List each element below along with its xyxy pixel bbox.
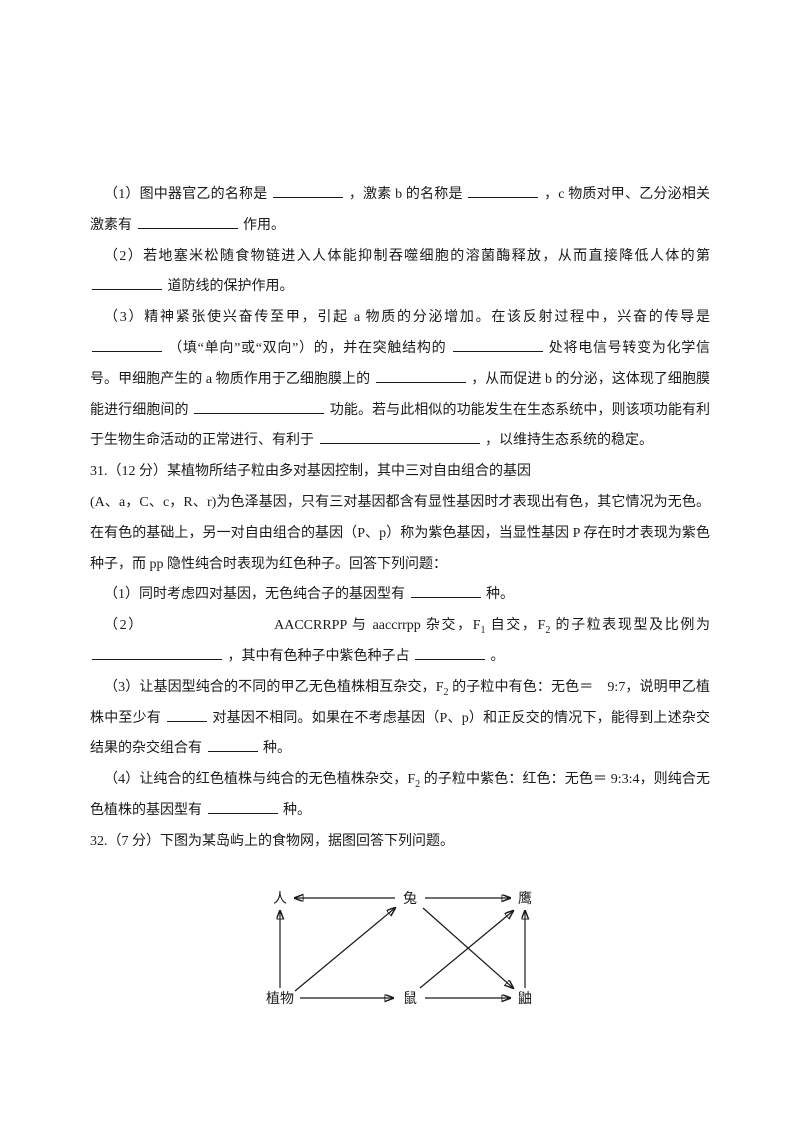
text: 种。 (263, 741, 291, 756)
text: 的子粒表现型及比例为 (555, 618, 710, 633)
node-person: 人 (273, 891, 287, 907)
sub-2b: 2 (444, 687, 449, 698)
q30-3: （3）精神紧张使兴奋传至甲，引起 a 物质的分泌增加。在该反射过程中，兴奋的传导… (90, 303, 710, 457)
blank (208, 737, 258, 752)
text: 。 (491, 649, 505, 664)
text: ，激素 b 的名称是 (349, 187, 463, 202)
q31-2: （2） AACCRRPP 与 aaccrrpp 杂交，F1 自交，F2 的子粒表… (90, 611, 710, 673)
text: AACCRRPP 与 aaccrrpp 杂交，F (274, 618, 480, 633)
blank (208, 799, 278, 814)
blank (411, 583, 481, 598)
text: 种。 (486, 587, 514, 602)
node-eagle: 鹰 (518, 891, 532, 907)
text: 作用。 (243, 218, 285, 233)
food-web-diagram: 人 兔 鹰 植物 鼠 鼬 (235, 873, 565, 1023)
text: (A、a，C、c，R、r)为色泽基因，只有三对基因都含有显性基因时才表现出有色，… (90, 495, 710, 572)
blank (273, 183, 343, 198)
text: ，其中有色种子中紫色种子占 (228, 649, 410, 664)
blank (167, 707, 207, 722)
text: （4）让纯合的红色植株与纯合的无色植株杂交，F (104, 772, 415, 787)
text: （1）同时考虑四对基因，无色纯合子的基因型有 (104, 587, 405, 602)
q31-head: 31.（12 分）某植物所结子粒由多对基因控制，其中三对自由组合的基因 (90, 457, 710, 488)
edge-rabbit-rong (423, 908, 513, 988)
q31-1: （1）同时考虑四对基因，无色纯合子的基因型有 种。 (90, 580, 710, 611)
blank (415, 645, 485, 660)
q32-head: 32.（7 分）下图为某岛屿上的食物网，据图回答下列问题。 (90, 827, 710, 858)
sub-2: 2 (545, 625, 550, 636)
blank (320, 429, 480, 444)
node-rong: 鼬 (518, 991, 532, 1007)
node-mouse: 鼠 (403, 991, 417, 1007)
blank (92, 337, 162, 352)
text: 种。 (283, 803, 311, 818)
blank (92, 275, 162, 290)
text: 道防线的保护作用。 (168, 279, 294, 294)
exam-page: （1）图中器官乙的名称是 ，激素 b 的名称是 ，c 物质对甲、乙分泌相关激素有… (0, 0, 800, 1083)
q30-2: （2）若地塞米松随食物链进入人体能抑制吞噬细胞的溶菌酶释放，从而直接降低人体的第… (90, 242, 710, 304)
node-plant: 植物 (266, 991, 294, 1007)
text: 32.（7 分）下图为某岛屿上的食物网，据图回答下列问题。 (90, 834, 454, 849)
q31-intro: (A、a，C、c，R、r)为色泽基因，只有三对基因都含有显性基因时才表现出有色，… (90, 488, 710, 580)
text: 31.（12 分）某植物所结子粒由多对基因控制，其中三对自由组合的基因 (90, 464, 531, 479)
text: （2）若地塞米松随食物链进入人体能抑制吞噬细胞的溶菌酶释放，从而直接降低人体的第 (104, 249, 710, 264)
blank (194, 399, 324, 414)
sub-2c: 2 (415, 779, 420, 790)
text: （3）让基因型纯合的不同的甲乙无色植株相互杂交，F (104, 680, 444, 695)
text: （2） (104, 618, 144, 633)
text: （填“单向”或“双向”）的，并在突触结构的 (168, 341, 446, 356)
blank (92, 645, 222, 660)
node-rabbit: 兔 (403, 891, 417, 907)
edge-plant-rabbit (295, 908, 395, 991)
blank (468, 183, 538, 198)
blank (453, 337, 543, 352)
text: ，以维持生态系统的稳定。 (485, 433, 653, 448)
text: （3）精神紧张使兴奋传至甲，引起 a 物质的分泌增加。在该反射过程中，兴奋的传导… (104, 310, 710, 325)
blank (138, 214, 238, 229)
q31-4: （4）让纯合的红色植株与纯合的无色植株杂交，F2 的子粒中紫色：红色：无色＝ 9… (90, 765, 710, 827)
q30-1: （1）图中器官乙的名称是 ，激素 b 的名称是 ，c 物质对甲、乙分泌相关激素有… (90, 180, 710, 242)
text: （1）图中器官乙的名称是 (104, 187, 267, 202)
sub-1: 1 (481, 625, 486, 636)
blank (376, 368, 466, 383)
text: 自交，F (491, 618, 546, 633)
edge-mouse-eagle (420, 911, 513, 988)
q31-3: （3）让基因型纯合的不同的甲乙无色植株相互杂交，F2 的子粒中有色：无色＝ 9:… (90, 673, 710, 765)
